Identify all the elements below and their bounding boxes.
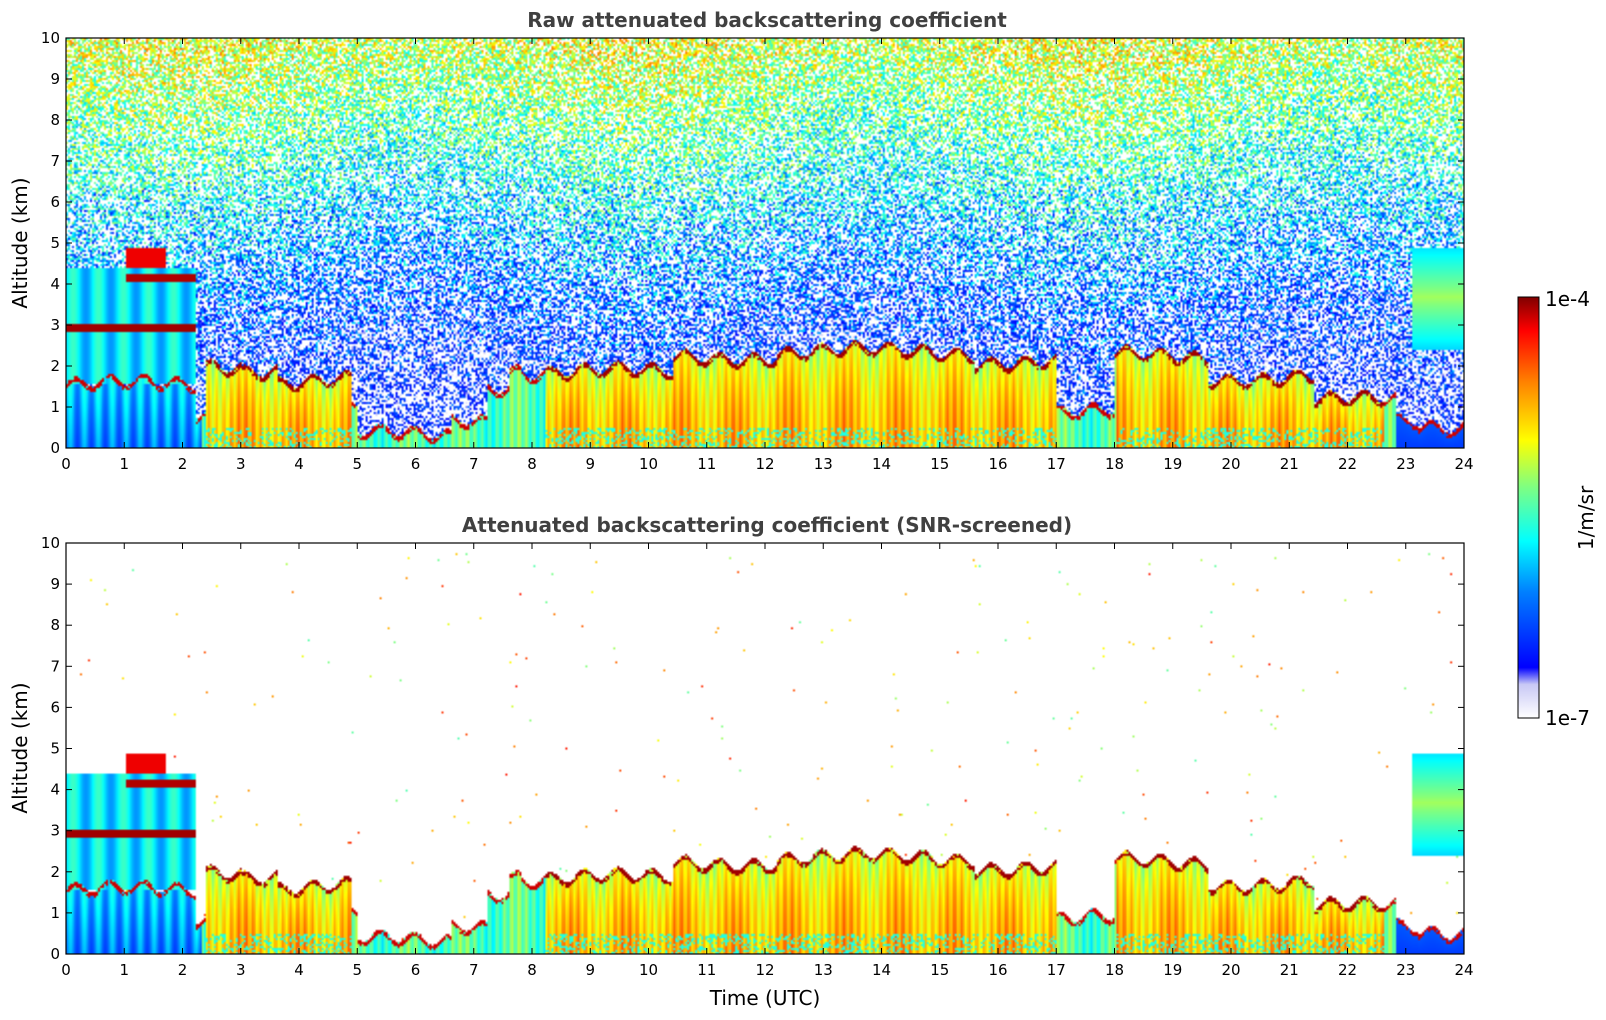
x-tick-label: 16: [988, 455, 1007, 473]
y-tick-label: 1: [50, 904, 60, 922]
colorbar-max-label: 1e-4: [1545, 287, 1590, 311]
panel-raw-y-ticks: 0 1 2 3 4 5 6 7 8 9 10: [41, 29, 1464, 457]
x-tick-label: 0: [61, 961, 71, 979]
y-tick-label: 7: [50, 152, 60, 170]
y-tick-label: 0: [50, 439, 60, 457]
colorbar-unit-label: 1/m/sr: [1574, 485, 1598, 550]
panel-raw-x-ticks: 0 1 2 3 4 5 6 7 8 9 10 11 12 13 14 15 16 17 18 19 20 21 22 23 24: [61, 38, 1474, 473]
x-tick-label: 21: [1280, 961, 1299, 979]
y-tick-label: 6: [50, 698, 60, 716]
x-tick-label: 18: [1105, 455, 1124, 473]
colorbar-gradient: [1517, 296, 1540, 719]
panel-screened: Attenuated backscattering coefficient (S…: [8, 513, 1474, 1010]
y-tick-label: 5: [50, 740, 60, 758]
x-tick-label: 15: [930, 455, 949, 473]
y-tick-label: 9: [50, 70, 60, 88]
y-tick-label: 3: [50, 316, 60, 334]
x-tick-label: 4: [294, 961, 304, 979]
y-tick-label: 2: [50, 863, 60, 881]
x-tick-label: 24: [1454, 455, 1473, 473]
x-tick-label: 10: [639, 961, 658, 979]
y-tick-label: 10: [41, 534, 60, 552]
x-tick-label: 8: [527, 455, 537, 473]
x-tick-label: 23: [1396, 455, 1415, 473]
panel-raw-heatmap: [66, 38, 1464, 448]
x-tick-label: 20: [1221, 961, 1240, 979]
x-tick-label: 10: [639, 455, 658, 473]
x-tick-label: 19: [1163, 961, 1182, 979]
colorbar: 1e-4 1e-7 1/m/sr: [1517, 287, 1598, 730]
panel-screened-heatmap: [66, 543, 1464, 954]
x-tick-label: 24: [1454, 961, 1473, 979]
panel-raw: Raw attenuated backscattering coefficien…: [8, 8, 1474, 473]
panel-screened-y-label: Altitude (km): [8, 682, 32, 813]
y-tick-label: 4: [50, 781, 60, 799]
x-tick-label: 7: [469, 455, 479, 473]
x-tick-label: 4: [294, 455, 304, 473]
x-tick-label: 21: [1280, 455, 1299, 473]
x-tick-label: 7: [469, 961, 479, 979]
x-tick-label: 11: [697, 961, 716, 979]
x-tick-label: 5: [352, 961, 362, 979]
x-tick-label: 0: [61, 455, 71, 473]
x-tick-label: 6: [411, 455, 421, 473]
y-tick-label: 1: [50, 398, 60, 416]
panel-screened-x-ticks: 0 1 2 3 4 5 6 7 8 9 10 11 12 13 14 15 16 17 18 19 20 21 22 23 24: [61, 543, 1474, 979]
x-tick-label: 1: [119, 961, 129, 979]
x-tick-label: 2: [178, 961, 188, 979]
x-tick-label: 17: [1047, 455, 1066, 473]
x-tick-label: 22: [1338, 455, 1357, 473]
y-tick-label: 8: [50, 616, 60, 634]
x-tick-label: 2: [178, 455, 188, 473]
x-tick-label: 8: [527, 961, 537, 979]
x-tick-label: 20: [1221, 455, 1240, 473]
x-tick-label: 17: [1047, 961, 1066, 979]
colorbar-min-label: 1e-7: [1545, 706, 1590, 730]
x-tick-label: 11: [697, 455, 716, 473]
x-tick-label: 15: [930, 961, 949, 979]
y-tick-label: 9: [50, 575, 60, 593]
x-tick-label: 1: [119, 455, 129, 473]
panel-screened-x-label: Time (UTC): [709, 986, 821, 1010]
panel-raw-title: Raw attenuated backscattering coefficien…: [527, 8, 1007, 32]
x-tick-label: 16: [988, 961, 1007, 979]
y-tick-label: 7: [50, 657, 60, 675]
y-tick-label: 10: [41, 29, 60, 47]
x-tick-label: 9: [585, 455, 595, 473]
x-tick-label: 3: [236, 961, 246, 979]
x-tick-label: 18: [1105, 961, 1124, 979]
x-tick-label: 19: [1163, 455, 1182, 473]
y-tick-label: 6: [50, 193, 60, 211]
panel-raw-y-label: Altitude (km): [8, 177, 32, 308]
panel-screened-title: Attenuated backscattering coefficient (S…: [462, 513, 1072, 537]
x-tick-label: 22: [1338, 961, 1357, 979]
y-tick-label: 5: [50, 234, 60, 252]
x-tick-label: 3: [236, 455, 246, 473]
x-tick-label: 13: [814, 961, 833, 979]
y-tick-label: 8: [50, 111, 60, 129]
x-tick-label: 9: [585, 961, 595, 979]
panel-screened-y-ticks: 0 1 2 3 4 5 6 7 8 9 10: [41, 534, 1464, 963]
x-tick-label: 13: [814, 455, 833, 473]
x-tick-label: 12: [755, 455, 774, 473]
x-tick-label: 5: [352, 455, 362, 473]
x-tick-label: 23: [1396, 961, 1415, 979]
y-tick-label: 2: [50, 357, 60, 375]
x-tick-label: 14: [872, 961, 891, 979]
x-tick-label: 12: [755, 961, 774, 979]
x-tick-label: 14: [872, 455, 891, 473]
x-tick-label: 6: [411, 961, 421, 979]
y-tick-label: 3: [50, 822, 60, 840]
y-tick-label: 0: [50, 945, 60, 963]
y-tick-label: 4: [50, 275, 60, 293]
